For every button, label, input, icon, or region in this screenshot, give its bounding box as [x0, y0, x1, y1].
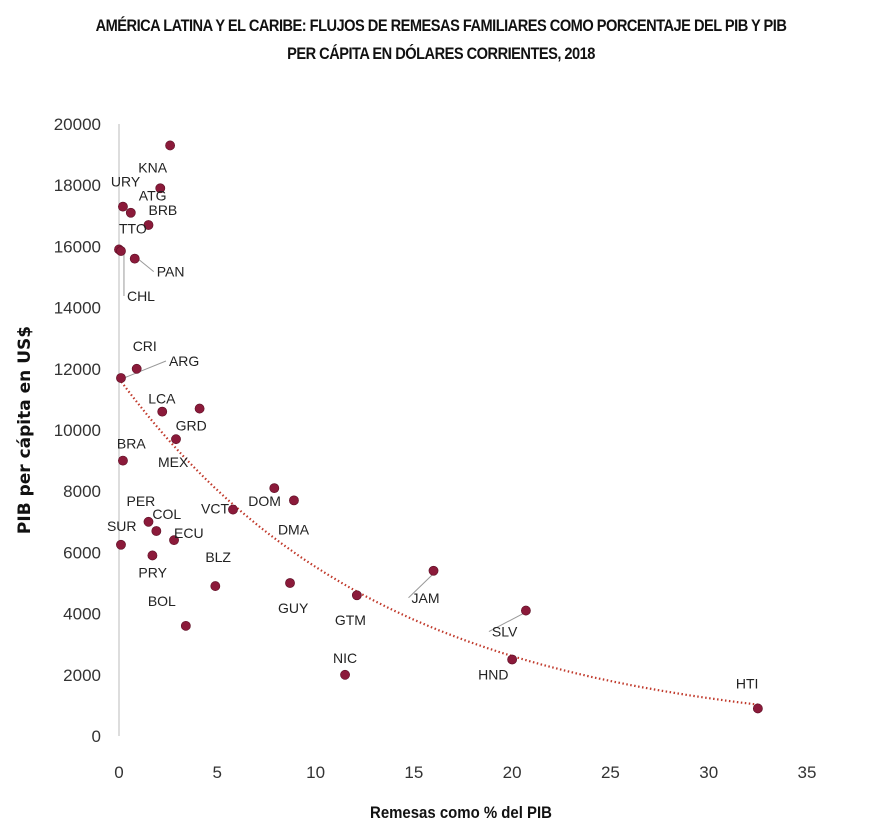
x-tick-label: 30: [699, 763, 718, 782]
y-tick-label: 18000: [54, 176, 101, 195]
data-point: [131, 363, 142, 374]
data-point: [169, 535, 179, 546]
data-point: [151, 526, 162, 536]
x-tick-label: 25: [601, 763, 620, 782]
data-point: [118, 455, 128, 466]
x-axis-label: Remesas como % del PIB: [370, 804, 552, 822]
y-tick-label: 16000: [54, 237, 101, 256]
point-label: HTI: [736, 675, 759, 691]
data-point: [428, 565, 439, 576]
chart-title-line-2: PER CÁPITA EN DÓLARES CORRIENTES, 2018: [287, 44, 595, 63]
chart-title-line-1: AMÉRICA LATINA Y EL CARIBE: FLUJOS DE RE…: [95, 16, 787, 35]
point-label: LCA: [148, 391, 176, 407]
chart-title: AMÉRICA LATINA Y EL CARIBE: FLUJOS DE RE…: [0, 12, 882, 68]
y-tick-label: 4000: [63, 605, 101, 624]
data-point: [340, 669, 350, 680]
data-points: [114, 140, 763, 714]
point-label: BRB: [148, 202, 177, 218]
point-label: TTO: [119, 220, 147, 236]
x-axis-ticks: 0 5 10 15 20 25 30 35: [114, 763, 816, 782]
point-label: CRI: [133, 338, 157, 354]
data-point: [171, 434, 181, 445]
x-tick-label: 15: [404, 763, 423, 782]
x-tick-label: 20: [503, 763, 522, 782]
data-point: [180, 620, 191, 631]
y-tick-label: 6000: [63, 543, 101, 562]
point-label: GRD: [176, 418, 207, 434]
point-label: ARG: [169, 353, 199, 369]
x-tick-label: 5: [213, 763, 222, 782]
y-tick-label: 2000: [63, 666, 101, 685]
data-point: [118, 201, 128, 212]
point-label: NIC: [333, 650, 357, 666]
y-axis-ticks: 0 2000 4000 6000 8000 10000 12000 14000 16000 180…: [54, 115, 101, 746]
data-point: [507, 654, 518, 665]
point-label: JAM: [412, 590, 440, 606]
point-label: BRA: [117, 436, 146, 452]
x-tick-label: 10: [306, 763, 325, 782]
data-point: [285, 578, 295, 588]
y-tick-label: 12000: [54, 360, 101, 379]
point-label: MEX: [158, 454, 189, 470]
point-label: PAN: [157, 264, 185, 280]
point-label: BLZ: [205, 549, 231, 565]
point-label: PRY: [138, 564, 167, 580]
point-label: ECU: [174, 525, 204, 541]
data-point: [155, 183, 166, 194]
data-point: [165, 140, 176, 151]
point-label: SUR: [107, 518, 137, 534]
point-label: CHL: [127, 288, 155, 304]
trendline: [118, 377, 759, 706]
point-label: GTM: [335, 612, 366, 628]
y-tick-label: 8000: [63, 482, 101, 501]
point-label: KNA: [138, 159, 167, 175]
data-point: [125, 207, 136, 218]
y-axis-label: PIB per cápita en US$: [15, 326, 35, 534]
point-label: HND: [478, 667, 508, 683]
data-point: [143, 220, 154, 230]
x-tick-label: 35: [798, 763, 817, 782]
point-label: DOM: [248, 493, 281, 509]
leader-line: [488, 610, 530, 632]
data-point: [143, 516, 154, 527]
data-point: [116, 246, 126, 256]
point-label: SLV: [492, 624, 518, 640]
leader-line: [137, 258, 155, 273]
data-point: [116, 539, 126, 550]
point-label: ATG: [139, 188, 167, 204]
label-leader-lines: [123, 250, 530, 632]
point-label: BOL: [148, 593, 176, 609]
y-tick-label: 10000: [54, 421, 101, 440]
data-point: [147, 550, 158, 561]
data-point: [269, 483, 280, 494]
data-point: [116, 373, 126, 383]
data-point: [289, 495, 299, 506]
point-label: COL: [152, 506, 181, 522]
data-point: [157, 406, 168, 417]
x-tick-label: 0: [114, 763, 123, 782]
leader-line: [123, 360, 167, 379]
data-point: [129, 253, 140, 264]
point-label: PER: [126, 493, 155, 509]
data-point: [194, 403, 205, 414]
data-point: [210, 581, 221, 591]
y-tick-label: 20000: [54, 115, 101, 134]
point-label: URY: [111, 174, 141, 190]
point-label: DMA: [278, 521, 310, 537]
y-tick-label: 14000: [54, 299, 101, 318]
point-label: VCT: [201, 501, 229, 517]
data-point: [228, 504, 238, 515]
data-point: [351, 590, 362, 601]
y-tick-label: 0: [92, 727, 101, 746]
point-label: GUY: [278, 600, 309, 616]
data-point: [752, 703, 763, 714]
data-point: [521, 605, 531, 616]
